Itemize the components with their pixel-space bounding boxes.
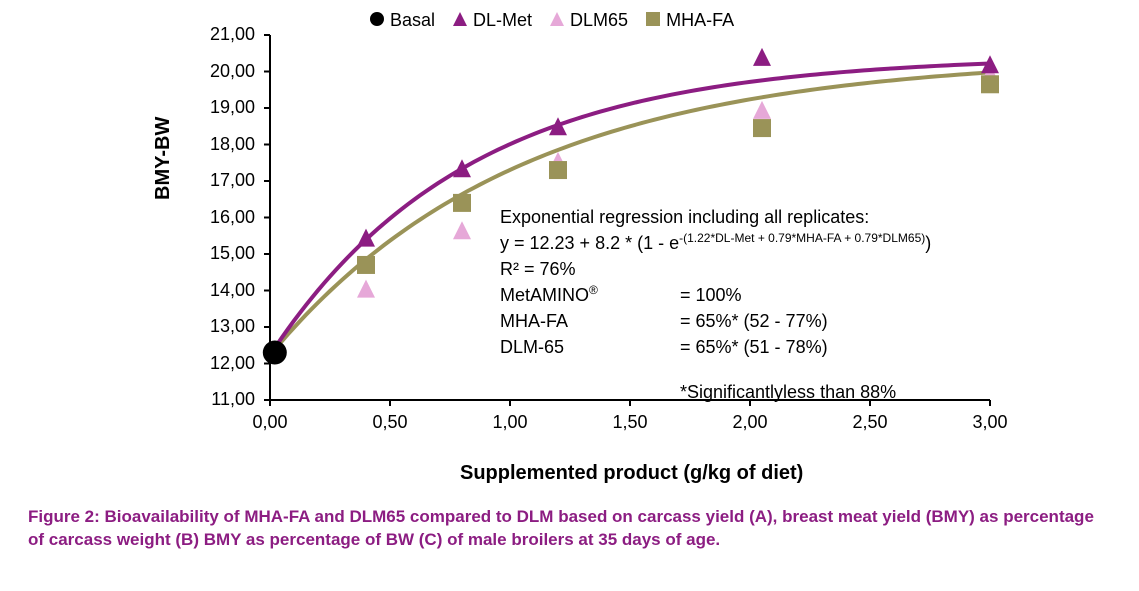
annotation-equation: y = 12.23 + 8.2 * (1 - e-(1.22*DL-Met + … <box>500 230 931 256</box>
y-tick-label: 15,00 <box>195 243 255 264</box>
eq-suffix: ) <box>925 233 931 253</box>
row-value: = 65%* (52 - 77%) <box>680 311 828 331</box>
x-tick-label: 2,50 <box>840 412 900 433</box>
y-tick-label: 14,00 <box>195 280 255 301</box>
figure-container: Basal DL-Met DLM65 MHA-FA BMY-BW Supplem… <box>0 0 1139 591</box>
annotation-row: DLM-65= 65%* (51 - 78%) <box>500 334 931 360</box>
y-axis-title: BMY-BW <box>152 117 175 200</box>
row-value: = 65%* (51 - 78%) <box>680 337 828 357</box>
y-tick-label: 17,00 <box>195 170 255 191</box>
y-tick-label: 20,00 <box>195 61 255 82</box>
annotation-footnote: *Significantlyless than 88% <box>680 379 931 405</box>
x-tick-label: 1,00 <box>480 412 540 433</box>
row-superscript: ® <box>589 283 598 297</box>
y-tick-label: 12,00 <box>195 353 255 374</box>
eq-prefix: y = 12.23 + 8.2 * (1 - e <box>500 233 679 253</box>
annotation-line: Exponential regression including all rep… <box>500 204 931 230</box>
x-tick-label: 0,50 <box>360 412 420 433</box>
annotation-row: MetAMINO® = 100% <box>500 282 931 308</box>
annotation-r2: R² = 76% <box>500 256 931 282</box>
x-tick-label: 0,00 <box>240 412 300 433</box>
y-tick-label: 16,00 <box>195 207 255 228</box>
annotation-row: MHA-FA= 65%* (52 - 77%) <box>500 308 931 334</box>
row-label: MetAMINO <box>500 285 589 305</box>
figure-caption: Figure 2: Bioavailability of MHA-FA and … <box>28 506 1111 552</box>
row-label: DLM-65 <box>500 334 680 360</box>
annotation-box: Exponential regression including all rep… <box>500 204 931 405</box>
y-tick-label: 13,00 <box>195 316 255 337</box>
y-tick-label: 19,00 <box>195 97 255 118</box>
y-tick-label: 21,00 <box>195 24 255 45</box>
eq-exponent: -(1.22*DL-Met + 0.79*MHA-FA + 0.79*DLM65… <box>679 231 925 245</box>
row-value: = 100% <box>680 285 742 305</box>
x-tick-label: 2,00 <box>720 412 780 433</box>
x-tick-label: 3,00 <box>960 412 1020 433</box>
x-tick-label: 1,50 <box>600 412 660 433</box>
x-axis-title: Supplemented product (g/kg of diet) <box>460 462 803 485</box>
y-tick-label: 18,00 <box>195 134 255 155</box>
y-tick-label: 11,00 <box>195 389 255 410</box>
row-label: MHA-FA <box>500 308 680 334</box>
